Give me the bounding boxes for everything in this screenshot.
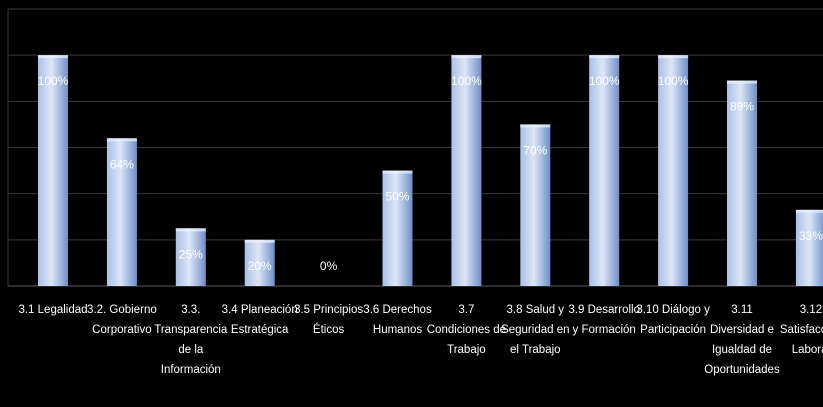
data-label: 33% bbox=[799, 229, 823, 243]
bar bbox=[795, 209, 823, 286]
category-tick-label: 3.5 Principios Éticos bbox=[294, 304, 363, 336]
bar-top-highlight bbox=[658, 55, 689, 59]
bar-top-highlight bbox=[106, 138, 137, 142]
bar bbox=[106, 138, 137, 286]
data-label: 100% bbox=[451, 74, 482, 88]
category-tick-label-line: 3.9 Desarrollo bbox=[568, 304, 640, 316]
category-tick-label-line: Éticos bbox=[313, 323, 345, 336]
bar bbox=[244, 239, 275, 286]
category-tick-label-line: 3.12 bbox=[800, 304, 822, 316]
category-tick-label: 3.7 Condiciones de Trabajo bbox=[427, 304, 506, 356]
category-tick-label: 3.1 Legalidad bbox=[18, 304, 87, 316]
category-tick-label-line: Igualdad de bbox=[712, 344, 772, 356]
category-tick-label-line: el Trabajo bbox=[510, 344, 561, 356]
bar bbox=[382, 170, 413, 286]
bar-top-highlight bbox=[795, 209, 823, 213]
bar-top-highlight bbox=[589, 55, 620, 59]
bar-top-highlight bbox=[727, 80, 757, 84]
category-tick-label-line: 3.2. Gobierno bbox=[87, 304, 157, 316]
category-tick-label-line: 3.6 Derechos bbox=[363, 304, 432, 316]
gridlines bbox=[7, 8, 823, 287]
category-tick-label: 3.11 Diversidad e Igualdad de Oportunidades bbox=[704, 304, 780, 376]
category-tick-label: 3.2. Gobierno Corporativo bbox=[87, 304, 157, 336]
category-tick-label-line: Información bbox=[161, 364, 221, 376]
bar bbox=[658, 55, 689, 286]
category-tick-label-line: Oportunidades bbox=[704, 364, 780, 376]
category-tick-label-line: 3.10 Diálogo y bbox=[636, 304, 710, 316]
data-label: 100% bbox=[589, 74, 620, 88]
data-label: 0% bbox=[320, 259, 338, 273]
category-tick-label-line: Corporativo bbox=[92, 324, 151, 336]
bar bbox=[727, 80, 757, 286]
category-tick-label-line: 3.11 bbox=[731, 304, 753, 316]
category-tick-label: 3.3. Transparencia de la Información bbox=[154, 304, 228, 376]
data-label: 64% bbox=[110, 157, 134, 171]
category-tick-label: 3.12 Satisfacción Laboral bbox=[780, 304, 823, 356]
category-tick-label-line: 3.3. bbox=[181, 304, 200, 316]
category-tick-label-line: 3.8 Salud y bbox=[507, 304, 565, 316]
category-tick-label-line: de la bbox=[178, 344, 204, 356]
category-tick-label: 3.10 Diálogo y Participación bbox=[636, 304, 710, 336]
category-tick-label-line: Estratégica bbox=[231, 324, 289, 336]
bar-top-highlight bbox=[38, 55, 68, 59]
data-label: 50% bbox=[385, 190, 409, 204]
category-tick-label: 3.9 Desarrollo y Formación bbox=[568, 304, 640, 336]
category-tick-label-line: 3.4 Planeación bbox=[222, 304, 298, 316]
data-label: 70% bbox=[523, 143, 547, 157]
bar-top-highlight bbox=[175, 228, 206, 232]
category-tick-label-line: Humanos bbox=[373, 324, 422, 336]
data-label: 20% bbox=[248, 259, 272, 273]
data-label: 100% bbox=[38, 74, 69, 88]
category-tick-label-line: Transparencia bbox=[154, 324, 228, 336]
category-tick-label: 3.6 Derechos Humanos bbox=[363, 304, 432, 336]
bar-top-highlight bbox=[382, 170, 413, 174]
bar bbox=[589, 55, 620, 286]
data-label: 100% bbox=[658, 74, 689, 88]
bar bbox=[175, 228, 206, 286]
category-tick-label-line: 3.5 Principios bbox=[294, 304, 363, 316]
bar-top-highlight bbox=[244, 239, 275, 243]
category-tick-label: 3.4 Planeación Estratégica bbox=[222, 304, 298, 336]
category-tick-label-line: Satisfacción bbox=[780, 324, 823, 336]
data-labels: 100% 64% 25% 20% 0% 50% 100% 70% 100% 100% 89% 33% bbox=[38, 74, 823, 273]
category-tick-label-line: Trabajo bbox=[447, 344, 486, 356]
category-tick-label-line: Participación bbox=[640, 324, 706, 336]
data-label: 89% bbox=[730, 100, 754, 114]
category-tick-label: 3.8 Salud y Seguridad en el Trabajo bbox=[501, 304, 569, 356]
bar bbox=[38, 55, 68, 286]
data-label: 25% bbox=[179, 247, 203, 261]
bar bbox=[520, 124, 551, 287]
category-tick-label-line: Condiciones de bbox=[427, 324, 506, 336]
category-tick-label-line: Laboral bbox=[792, 344, 823, 356]
bar-top-highlight bbox=[451, 55, 482, 59]
category-tick-label-line: 3.1 Legalidad bbox=[18, 304, 87, 316]
category-tick-label-line: Seguridad en bbox=[501, 324, 569, 336]
category-tick-label-line: Diversidad e bbox=[710, 324, 774, 336]
category-tick-label-line: y Formación bbox=[573, 324, 636, 336]
bar bbox=[451, 55, 482, 286]
bar-top-highlight bbox=[520, 124, 551, 128]
bars bbox=[38, 55, 823, 287]
category-tick-labels: 3.1 Legalidad 3.2. Gobierno Corporativo3.3… bbox=[18, 304, 823, 376]
category-tick-label-line: 3.7 bbox=[458, 304, 474, 316]
